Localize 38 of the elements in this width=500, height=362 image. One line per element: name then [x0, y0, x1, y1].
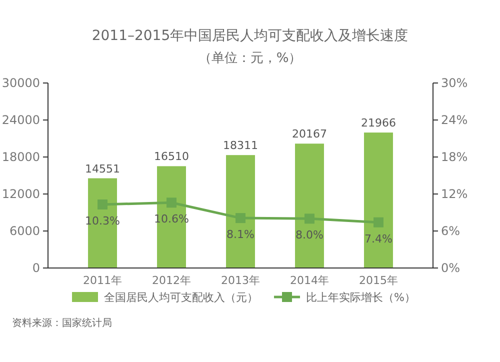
data-label: 20167: [292, 128, 327, 141]
y2-tick-label: 24%: [441, 113, 468, 127]
point: [236, 213, 246, 224]
y-tick-label: 18000: [2, 150, 40, 164]
data-label: 18311: [223, 139, 258, 152]
y-tick-label: 0: [32, 261, 40, 275]
y-tick-label: 6000: [9, 224, 40, 238]
x-tick-label: 2011年: [83, 274, 122, 287]
y2-tick-label: 0%: [441, 261, 460, 275]
data-label: 7.4%: [364, 232, 392, 246]
x-tick-label: 2013年: [221, 274, 260, 287]
data-label: 14551: [85, 162, 120, 176]
x-tick-label: 2014年: [290, 274, 329, 287]
data-label: 16510: [154, 150, 190, 164]
legend-label: 全国居民人均可支配收入（元）: [104, 291, 258, 304]
y2-tick-label: 6%: [441, 224, 460, 238]
data-label: 21966: [360, 116, 396, 130]
y2-tick-label: 30%: [441, 76, 468, 90]
bar: [364, 132, 393, 268]
y-tick-label: 24000: [2, 113, 40, 127]
legend-label: 比上年实际增长（%）: [306, 291, 416, 304]
text: 资料来源：国家统计局: [12, 317, 112, 329]
y-tick-label: 30000: [2, 76, 40, 90]
x-tick-label: 2012年: [152, 274, 192, 287]
point: [373, 217, 384, 228]
y2-tick-label: 12%: [441, 187, 468, 201]
point: [166, 198, 177, 208]
y2-tick-label: 18%: [441, 150, 468, 164]
bar: [226, 155, 255, 268]
x-tick-label: 2015年: [358, 274, 398, 287]
chart-subtitle: （单位：元，%）: [198, 51, 302, 66]
bar: [295, 144, 324, 268]
data-label: 8.1%: [226, 228, 254, 242]
y-tick-label: 12000: [2, 187, 40, 201]
point: [98, 199, 108, 210]
data-label: 8.0%: [296, 228, 324, 242]
point: [304, 214, 314, 224]
chart-title: 2011–2015年中国居民人均可支配收入及增长速度: [92, 28, 408, 44]
